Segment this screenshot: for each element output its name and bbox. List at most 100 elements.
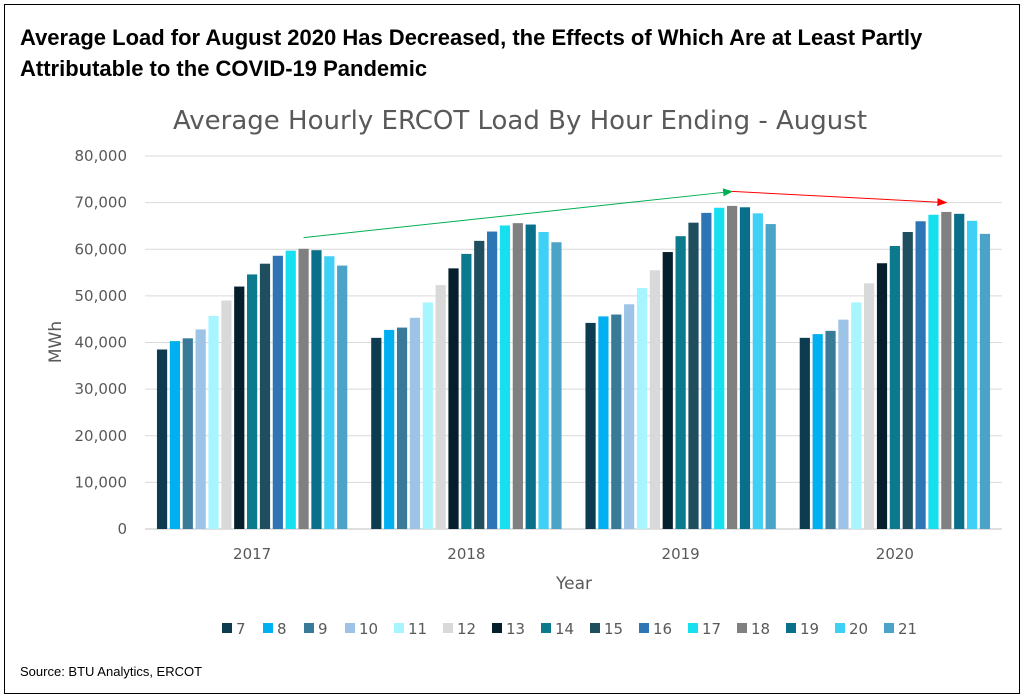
legend-label: 19 [800,620,819,638]
chart-title: Average Hourly ERCOT Load By Hour Ending… [173,106,867,136]
bar [285,250,296,529]
bar [396,327,408,529]
bar [915,221,926,529]
trend-arrow [303,188,734,239]
bar [954,213,965,529]
bar [234,286,245,529]
bar [649,270,660,529]
bar [512,223,523,529]
bar [825,330,836,529]
legend-swatch [786,623,796,633]
legend-swatch [443,623,453,633]
legend-swatch [590,623,600,633]
bar [448,268,459,529]
bar [675,236,686,529]
legend-label: 18 [751,620,770,638]
bar [941,211,952,529]
bar [221,300,232,529]
x-axis-label: Year [555,574,592,594]
legend-label: 21 [898,620,917,638]
bar [585,322,596,529]
legend-label: 17 [702,620,721,638]
legend-swatch [492,623,502,633]
bar [182,338,193,529]
legend-label: 13 [506,620,525,638]
bar [864,283,875,529]
bar [889,245,900,529]
y-tick-label: 0 [117,520,127,538]
bar [195,329,206,529]
legend-label: 16 [653,620,672,638]
legend-swatch [304,623,314,633]
y-tick-label: 30,000 [75,380,128,398]
legend-swatch [835,623,845,633]
bar [598,316,609,529]
bar [259,263,271,529]
legend-swatch [345,623,355,633]
legend: 7 8 9 10 11 12 13 14 15 16 17 18 19 20 21 [222,620,917,638]
y-tick-label: 40,000 [75,334,128,352]
legend-swatch [688,623,698,633]
legend-label: 12 [457,620,476,638]
bar [876,263,888,529]
bar [337,265,348,529]
bar [799,337,810,529]
x-tick-label: 2018 [447,545,485,563]
y-tick-label: 10,000 [75,473,128,491]
bar [272,255,283,529]
bar [371,337,382,529]
y-tick-label: 80,000 [75,147,128,165]
x-axis-ticks: 2017 2018 2019 2020 [233,545,914,563]
bar [902,231,913,529]
bar [169,341,181,529]
x-tick-label: 2019 [662,545,700,563]
bar [624,304,635,529]
bar [851,302,862,529]
legend-label: 9 [318,620,328,638]
bar [156,349,168,529]
y-axis-label: MWh [46,321,66,363]
bar [247,274,258,529]
bar [701,212,712,529]
bar [611,314,622,529]
bar [928,214,939,529]
x-tick-label: 2017 [233,545,271,563]
bar [726,205,738,530]
trend-arrow [732,190,948,207]
trend-arrows [303,188,948,239]
bar [662,252,673,530]
legend-label: 7 [236,620,246,638]
bar [551,242,562,529]
y-tick-label: 20,000 [75,427,128,445]
bar [812,334,823,529]
bar [324,256,335,529]
y-tick-label: 60,000 [75,240,128,258]
legend-swatch [394,623,404,633]
bar [499,225,511,529]
bars [156,205,991,530]
bar [422,302,433,529]
legend-label: 14 [555,620,574,638]
bar [538,231,549,529]
headline: Average Load for August 2020 Has Decreas… [20,25,923,81]
bar [765,224,776,529]
bar [435,285,446,529]
legend-swatch [541,623,551,633]
legend-label: 20 [849,620,868,638]
x-tick-label: 2020 [876,545,914,563]
bar [752,213,763,529]
bar [461,253,472,529]
bar [838,319,849,529]
bar [298,248,309,529]
y-tick-label: 50,000 [75,287,128,305]
legend-swatch [639,623,649,633]
legend-swatch [263,623,273,633]
legend-swatch [884,623,894,633]
bar [487,231,498,529]
bar [208,315,219,529]
bar [384,329,395,529]
legend-swatch [222,623,232,633]
legend-label: 8 [277,620,287,638]
bar [311,250,322,529]
legend-swatch [737,623,747,633]
